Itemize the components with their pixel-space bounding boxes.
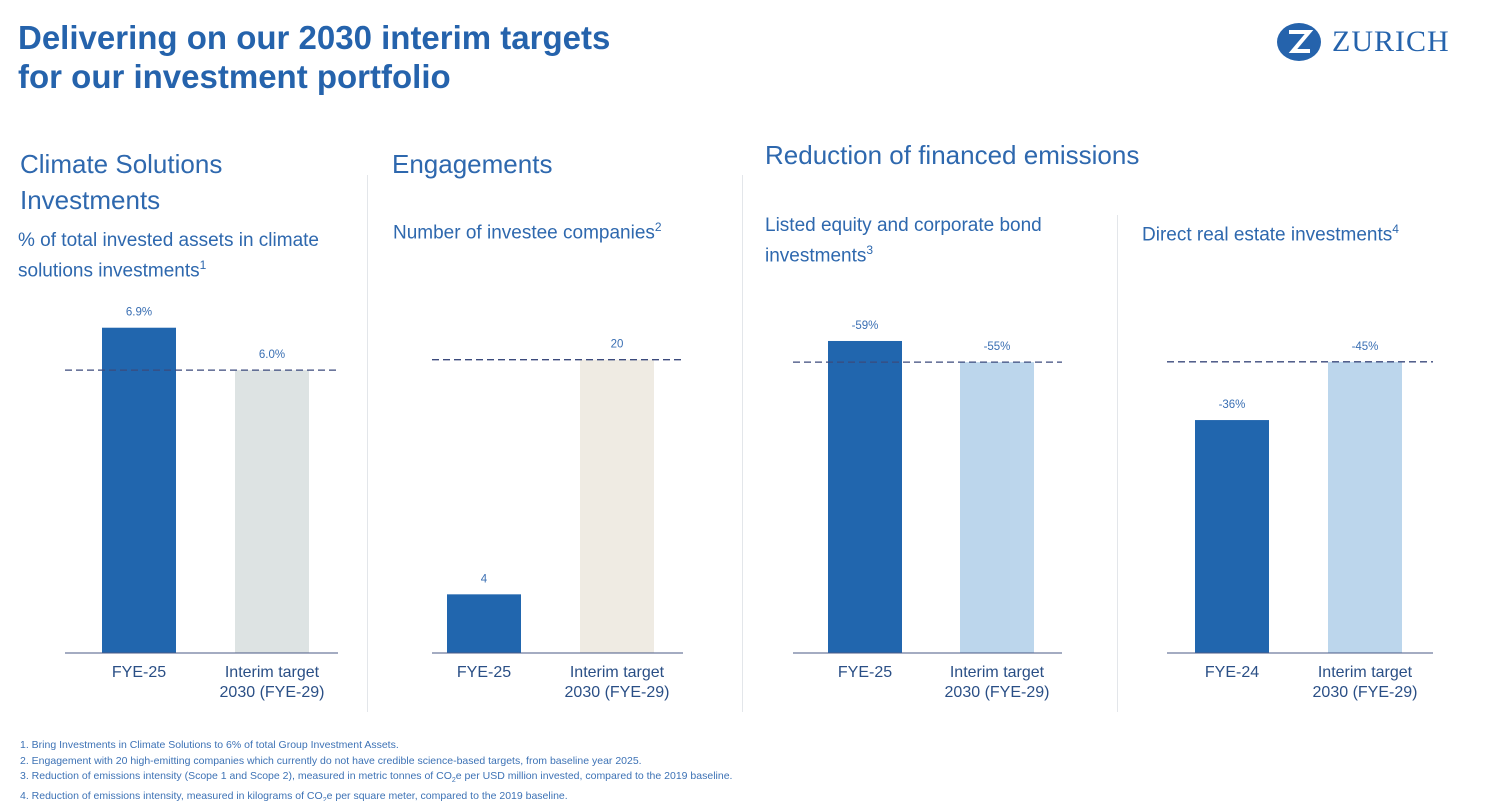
category-label-line: FYE-25 <box>111 664 167 681</box>
category-label: FYE-25 <box>59 663 219 683</box>
footnotes: 1. Bring Investments in Climate Solution… <box>20 738 732 801</box>
footnote-text: 1. Bring Investments in Climate Solution… <box>20 739 399 751</box>
category-label-line: 2030 (FYE-29) <box>944 684 1050 701</box>
page-title: Delivering on our 2030 interim targets f… <box>18 18 610 96</box>
footnote-sub: 2 <box>322 796 327 801</box>
footnote: 2. Engagement with 20 high-emitting comp… <box>20 754 732 770</box>
data-label: -55% <box>984 341 1011 353</box>
category-label: Interim target 2030 (FYE-29) <box>917 663 1077 703</box>
category-label-line: Interim target <box>1317 664 1413 681</box>
category-label: FYE-25 <box>404 663 564 683</box>
data-label: -45% <box>1352 341 1379 353</box>
zurich-logo: ZURICH <box>1276 22 1450 62</box>
category-label-line: Interim target <box>224 664 320 681</box>
zurich-z-logo-icon <box>1277 23 1321 61</box>
category-label-line: 2030 (FYE-29) <box>1312 684 1418 701</box>
footnote: 3. Reduction of emissions intensity (Sco… <box>20 769 732 789</box>
bar <box>1328 361 1402 653</box>
title-line-1: Delivering on our 2030 interim targets <box>18 19 611 56</box>
listed-subtitle-1: Listed equity and corporate bond <box>765 215 1042 236</box>
divider <box>742 175 743 712</box>
real-estate-subtitle-text: Direct real estate investments <box>1142 224 1393 246</box>
category-label-line: FYE-25 <box>456 664 512 681</box>
data-label: 4 <box>481 573 488 585</box>
category-label-line: FYE-25 <box>837 664 893 681</box>
footnote-text: 2. Engagement with 20 high-emitting comp… <box>20 754 642 767</box>
real-estate-subtitle: Direct real estate investments4 <box>1142 217 1399 247</box>
category-label-line: FYE-24 <box>1204 664 1260 681</box>
footnote-text: e per square meter, compared to the 2019… <box>326 789 568 801</box>
footnote: 4. Reduction of emissions intensity, mea… <box>20 789 732 801</box>
climate-subtitle-1: % of total invested assets in climate <box>18 230 319 251</box>
bar <box>828 340 902 653</box>
bar <box>960 362 1034 653</box>
category-label-line: 2030 (FYE-29) <box>564 684 670 701</box>
engagements-subtitle: Number of investee companies2 <box>393 215 662 245</box>
category-label-line: Interim target <box>949 664 1045 681</box>
category-label: Interim target 2030 (FYE-29) <box>537 663 697 703</box>
data-label: 20 <box>611 339 624 351</box>
engagements-title: Engagements <box>392 149 553 179</box>
footnote-ref: 2 <box>654 220 662 234</box>
footnote: 1. Bring Investments in Climate Solution… <box>20 738 732 754</box>
listed-subtitle-2: investments <box>765 245 867 267</box>
footnote-text: 3. Reduction of emissions intensity (Sco… <box>20 770 452 782</box>
bar <box>235 370 309 653</box>
footnote-text: e per USD million invested, compared to … <box>455 770 733 782</box>
footnote-ref: 3 <box>866 243 874 257</box>
footnote-text: 4. Reduction of emissions intensity, mea… <box>20 789 323 801</box>
bar <box>1195 420 1269 653</box>
engagements-subtitle-text: Number of investee companies <box>393 222 655 244</box>
climate-title-1: Climate Solutions <box>20 149 223 179</box>
climate-title-2: Investments <box>20 185 161 215</box>
footnote-sub: 2 <box>451 777 456 785</box>
category-label-line: 2030 (FYE-29) <box>219 684 325 701</box>
divider <box>1117 215 1118 712</box>
reduction-title: Reduction of financed emissions <box>765 140 1140 170</box>
data-label: -36% <box>1219 399 1246 411</box>
category-label: Interim target 2030 (FYE-29) <box>1285 663 1445 703</box>
climate-section-title: Climate Solutions Investments <box>20 146 222 218</box>
category-label: Interim target 2030 (FYE-29) <box>192 663 352 703</box>
climate-subtitle-2: solutions investments <box>18 260 200 282</box>
logo-text: ZURICH <box>1332 25 1450 58</box>
data-label: 6.9% <box>126 307 152 319</box>
climate-subtitle: % of total invested assets in climate so… <box>18 228 319 283</box>
divider <box>367 175 368 712</box>
bar <box>102 327 176 653</box>
data-label: 6.0% <box>259 349 285 361</box>
category-label: FYE-24 <box>1152 663 1312 683</box>
data-label: -59% <box>852 320 879 332</box>
listed-subtitle: Listed equity and corporate bond investm… <box>765 213 1042 268</box>
bar <box>447 594 521 653</box>
footnote-ref: 4 <box>1392 222 1399 236</box>
category-label-line: Interim target <box>569 664 665 681</box>
category-label: FYE-25 <box>785 663 945 683</box>
title-line-2: for our investment portfolio <box>18 58 451 95</box>
bar <box>580 359 654 653</box>
footnote-ref: 1 <box>199 258 207 272</box>
